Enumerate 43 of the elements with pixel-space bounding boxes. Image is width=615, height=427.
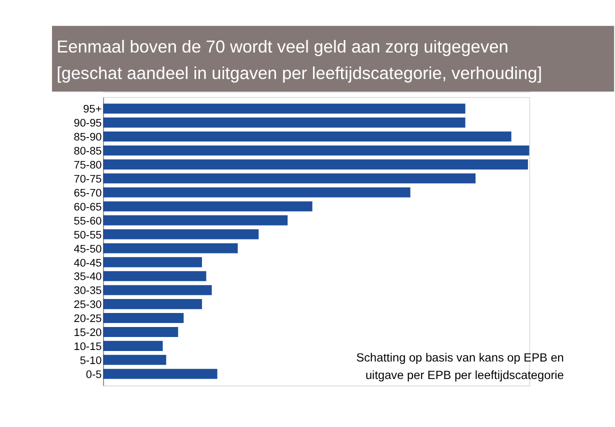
y-tick-label: 5-10 xyxy=(80,355,102,368)
y-tick-label: 15-20 xyxy=(74,327,102,340)
y-tick-label: 60-65 xyxy=(74,201,102,214)
bar xyxy=(103,257,202,268)
bar xyxy=(103,326,178,337)
bar xyxy=(103,354,166,365)
y-tick-label: 85-90 xyxy=(74,132,102,144)
bar xyxy=(103,285,212,296)
y-tick-label: 10-15 xyxy=(74,341,102,354)
bar xyxy=(103,118,466,128)
bar xyxy=(103,187,410,198)
bar xyxy=(103,159,528,170)
y-tick-label: 35-40 xyxy=(74,271,102,284)
y-tick-label: 30-35 xyxy=(74,285,102,298)
y-tick-label: 25-30 xyxy=(74,299,102,312)
y-tick-label: 20-25 xyxy=(74,313,102,326)
chart-title: Eenmaal boven de 70 wordt veel geld aan zorg uitgegeven xyxy=(56,36,508,56)
annotation: Schatting op basis van kans op EPB en uitgave per EPB per leeftijdscategorie xyxy=(356,350,564,382)
bar xyxy=(103,132,512,142)
y-tick-label: 70-75 xyxy=(74,174,102,186)
bar xyxy=(103,104,466,114)
y-tick-label: 50-55 xyxy=(74,229,102,242)
bar xyxy=(103,243,238,254)
y-tick-label: 80-85 xyxy=(74,146,102,158)
y-tick-label: 55-60 xyxy=(74,215,102,228)
y-tick-label: 45-50 xyxy=(74,243,102,256)
y-tick-label: 95+ xyxy=(83,104,102,116)
bar xyxy=(103,368,218,379)
bar xyxy=(103,145,530,156)
y-tick-label: 90-95 xyxy=(74,118,102,130)
y-tick-label: 75-80 xyxy=(74,160,102,172)
bar xyxy=(103,229,259,240)
y-tick-label: 65-70 xyxy=(74,187,102,200)
bar xyxy=(103,215,288,226)
bar xyxy=(103,173,476,184)
bar xyxy=(103,313,184,324)
chart-subtitle: [geschat aandeel in uitgaven per leeftijdscategorie, verhouding] xyxy=(56,62,542,83)
bar xyxy=(103,299,202,310)
bar xyxy=(103,340,163,351)
bar xyxy=(103,201,312,212)
y-tick-label: 0-5 xyxy=(86,368,102,381)
y-tick-label: 40-45 xyxy=(74,257,102,270)
bar xyxy=(103,271,206,282)
